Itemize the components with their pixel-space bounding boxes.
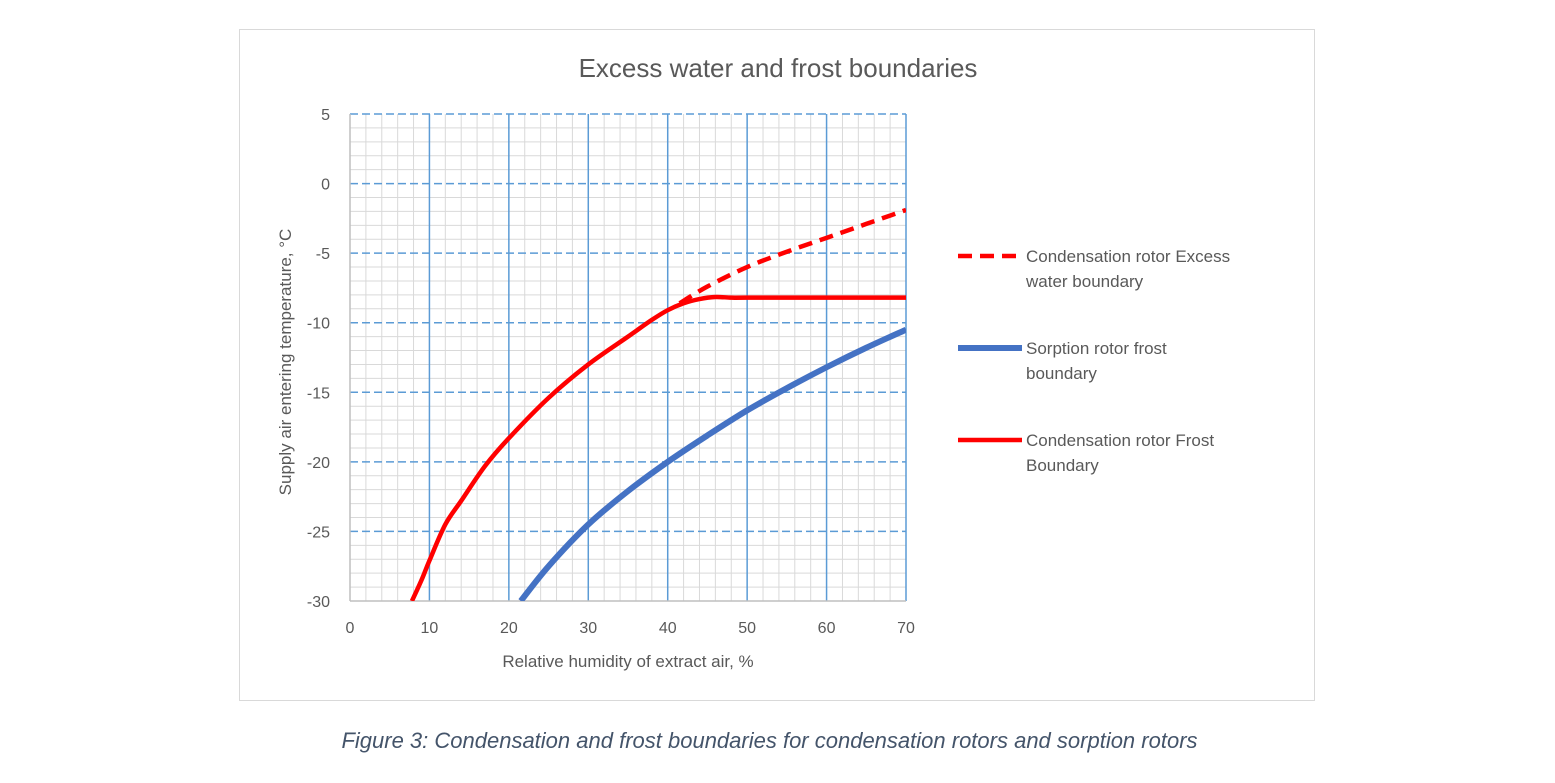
x-tick-labels: 0 10 20 30 40 50 60 70 xyxy=(346,620,915,637)
y-tick-label: -10 xyxy=(307,316,330,333)
y-tick-label: -15 xyxy=(307,385,330,402)
chart: Excess water and frost boundaries 50-5-1… xyxy=(276,53,1230,671)
y-tick-label: -25 xyxy=(307,524,330,541)
series-layer xyxy=(409,207,906,601)
major-grid xyxy=(350,113,907,601)
y-tick-label: 0 xyxy=(321,177,330,194)
series-line-1 xyxy=(518,326,906,601)
x-tick-label: 10 xyxy=(421,620,439,637)
x-tick-label: 40 xyxy=(659,620,677,637)
figure-caption: Figure 3: Condensation and frost boundar… xyxy=(341,728,1198,753)
x-tick-label: 30 xyxy=(579,620,597,637)
legend-label-0: Condensation rotor Excess water boundary xyxy=(1025,247,1230,291)
x-axis-title: Relative humidity of extract air, % xyxy=(502,652,753,671)
x-tick-label: 50 xyxy=(738,620,756,637)
x-tick-label: 20 xyxy=(500,620,518,637)
chart-frame: Excess water and frost boundaries 5 0 -5 -1… xyxy=(239,29,1315,701)
legend: Condensation rotor Excess water boundary S… xyxy=(958,247,1230,475)
y-tick-label: -5 xyxy=(316,246,330,263)
y-axis-title: Supply air entering temperature, °C xyxy=(276,229,295,496)
y-tick-label: -30 xyxy=(307,594,330,611)
x-tick-label: 0 xyxy=(346,620,355,637)
y-tick-labels: 5 0 -5 -10 -15 -20 -25 -30 xyxy=(307,107,330,611)
series-line-0 xyxy=(678,207,906,306)
legend-label-2: Condensation rotor Frost Boundary xyxy=(1026,431,1214,475)
chart-title: Excess water and frost boundaries xyxy=(579,53,978,83)
y-tick-label: -20 xyxy=(307,455,330,472)
axes xyxy=(349,114,906,602)
series-line-2 xyxy=(409,294,906,601)
minor-grid xyxy=(350,114,906,601)
legend-label-1: Sorption rotor frost boundary xyxy=(1026,339,1167,383)
x-tick-label: 60 xyxy=(818,620,836,637)
x-tick-label: 70 xyxy=(897,620,915,637)
y-tick-label: 5 xyxy=(321,107,330,124)
